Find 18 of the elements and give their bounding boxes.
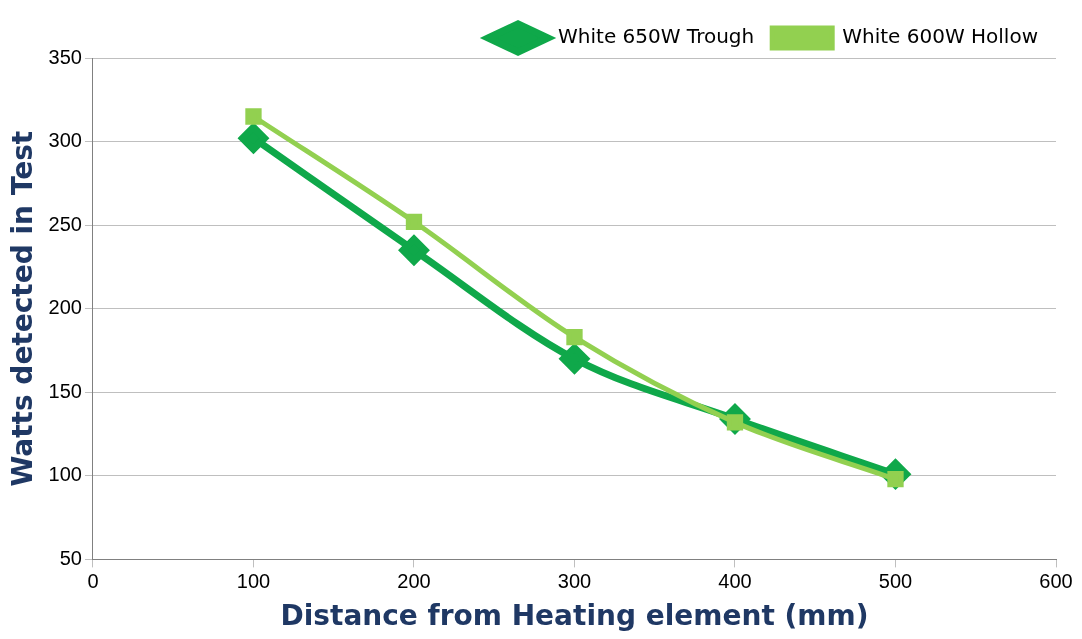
x-tick-label: 200 [397,569,431,592]
x-tick-label: 400 [718,569,752,592]
x-tick-label: 500 [878,569,913,592]
x-tick-label: 600 [1039,569,1073,592]
x-tick-label: 300 [557,569,592,592]
legend-label: White 650W Trough [558,24,755,49]
y-axis-title: Watts detected in Test [6,130,40,487]
y-tick-label: 150 [48,379,82,402]
y-tick-label: 50 [59,546,82,569]
y-tick-label: 300 [48,129,82,152]
x-tick-label: 0 [87,569,99,592]
y-tick-label: 350 [48,45,82,68]
legend-label: White 600W Hollow [842,24,1039,49]
x-tick-label: 100 [236,569,271,592]
y-tick-label: 200 [48,296,82,319]
x-axis-title: Distance from Heating element (mm) [280,599,869,633]
y-tick-label: 100 [48,463,82,486]
y-tick-label: 250 [48,212,82,235]
